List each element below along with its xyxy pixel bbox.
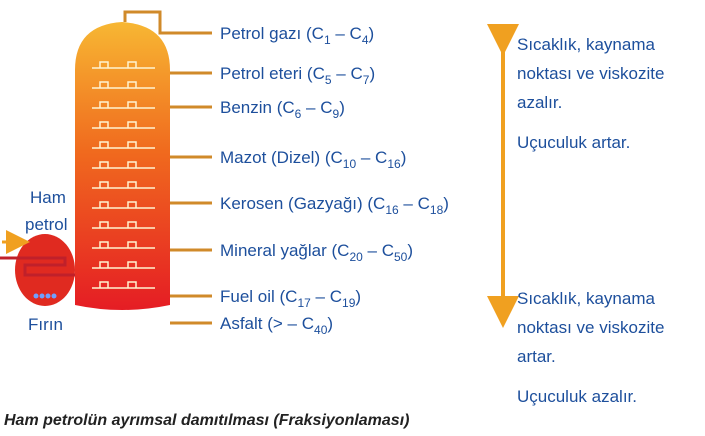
furnace-input: Ham xyxy=(30,188,66,207)
label-text: ) xyxy=(443,194,449,213)
trays xyxy=(92,61,155,289)
label-text: ) xyxy=(355,287,361,306)
flame xyxy=(51,293,57,299)
fraction-label: Fuel oil (C17 – C19) xyxy=(220,287,361,310)
label-text: ) xyxy=(407,241,413,260)
subscript: 40 xyxy=(314,323,328,337)
subscript: 10 xyxy=(343,157,357,171)
subscript: 1 xyxy=(324,33,331,47)
note-extra: Uçuculuk artar. xyxy=(517,133,630,152)
fraction-label: Petrol eteri (C5 – C7) xyxy=(220,64,375,87)
caption: Ham petrolün ayrımsal damıtılması (Fraks… xyxy=(4,412,409,429)
tray xyxy=(92,101,155,109)
subscript: 20 xyxy=(349,250,363,264)
note-line: azalır. xyxy=(517,93,562,112)
tray xyxy=(92,141,155,149)
label-text: Benzin (C xyxy=(220,98,295,117)
label-text: – C xyxy=(363,241,394,260)
subscript: 4 xyxy=(362,33,369,47)
flame xyxy=(39,293,45,299)
subscript: 17 xyxy=(297,296,311,310)
tray xyxy=(92,221,155,229)
tray xyxy=(92,281,155,289)
tray xyxy=(92,241,155,249)
note-line: noktası ve viskozite xyxy=(517,318,664,337)
label-text: ) xyxy=(339,98,345,117)
feed-pipe xyxy=(0,256,75,277)
label-text: ) xyxy=(401,148,407,167)
tray xyxy=(92,121,155,129)
label-text: Kerosen (Gazyağı) (C xyxy=(220,194,385,213)
label-text: Petrol gazı (C xyxy=(220,24,324,43)
label-text: – C xyxy=(356,148,387,167)
fraction-label: Benzin (C6 – C9) xyxy=(220,98,345,121)
note-line: artar. xyxy=(517,347,556,366)
label-text: – C xyxy=(332,64,363,83)
furnace-input: petrol xyxy=(25,215,68,234)
label-text: – C xyxy=(301,98,332,117)
label-text: Mazot (Dizel) (C xyxy=(220,148,343,167)
subscript: 19 xyxy=(342,296,356,310)
label-text: Mineral yağlar (C xyxy=(220,241,349,260)
label-text: – C xyxy=(311,287,342,306)
note-extra: Uçuculuk azalır. xyxy=(517,387,637,406)
tray xyxy=(92,61,155,69)
note-line: Sıcaklık, kaynama xyxy=(517,289,655,308)
label-text: ) xyxy=(327,314,333,333)
label-text: – C xyxy=(399,194,430,213)
column xyxy=(75,22,170,310)
fraction-label: Mazot (Dizel) (C10 – C16) xyxy=(220,148,406,171)
flame xyxy=(33,293,39,299)
label-text: – C xyxy=(331,24,362,43)
label-text: Asfalt (> – C xyxy=(220,314,314,333)
tray xyxy=(92,181,155,189)
fraction-label: Asfalt (> – C40) xyxy=(220,314,333,337)
tray xyxy=(92,161,155,169)
label-text: Fuel oil (C xyxy=(220,287,297,306)
tray xyxy=(92,261,155,269)
flame xyxy=(45,293,51,299)
subscript: 7 xyxy=(363,73,370,87)
subscript: 16 xyxy=(387,157,401,171)
furnace xyxy=(15,234,75,306)
note-line: Sıcaklık, kaynama xyxy=(517,35,655,54)
subscript: 9 xyxy=(333,107,340,121)
tray xyxy=(92,81,155,89)
subscript: 5 xyxy=(325,73,332,87)
label-text: Petrol eteri (C xyxy=(220,64,325,83)
fraction-label: Kerosen (Gazyağı) (C16 – C18) xyxy=(220,194,449,217)
label-text: ) xyxy=(369,64,375,83)
pipes xyxy=(123,10,212,325)
tray xyxy=(92,201,155,209)
outlet-pipe xyxy=(123,10,212,35)
subscript: 16 xyxy=(385,203,399,217)
fraction-label: Mineral yağlar (C20 – C50) xyxy=(220,241,413,264)
subscript: 6 xyxy=(295,107,302,121)
subscript: 50 xyxy=(394,250,408,264)
furnace-label: Fırın xyxy=(28,315,63,334)
subscript: 18 xyxy=(430,203,444,217)
note-line: noktası ve viskozite xyxy=(517,64,664,83)
fraction-label: Petrol gazı (C1 – C4) xyxy=(220,24,374,47)
label-text: ) xyxy=(369,24,375,43)
